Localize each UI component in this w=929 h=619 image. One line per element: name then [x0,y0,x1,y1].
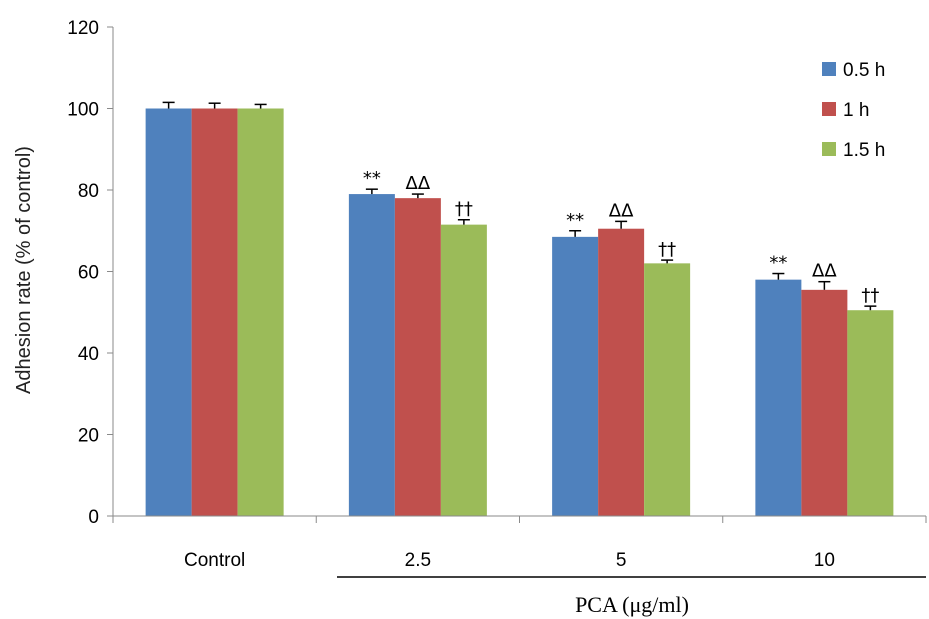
y-tick-label: 0 [88,507,99,528]
bar [394,198,441,516]
bar [552,236,599,517]
x-axis-label: PCA (μg/ml) [575,592,689,617]
legend-label: 1.5 h [843,140,885,161]
legend-label: 0.5 h [843,60,885,81]
bar [145,108,192,516]
x-axis-ticks: Control 2.5 5 10 [112,516,927,571]
y-tick-label: 100 [67,100,99,121]
x-tick-label: 2.5 [405,550,431,571]
legend-swatch [822,142,836,156]
significance-label: †† [861,285,879,306]
bars [145,108,894,517]
bar [598,228,645,516]
significance-label: ** [363,168,381,189]
significance-label: ΔΔ [406,173,431,194]
y-tick-label: 40 [78,344,99,365]
significance-label: ΔΔ [609,200,634,221]
bar [191,108,238,516]
significance-label: ΔΔ [812,261,837,282]
x-tick-label: Control [184,550,245,571]
bar [348,194,395,516]
significance-label: ** [769,253,787,274]
x-tick-label: 5 [616,550,627,571]
bar [847,310,894,516]
legend-label: 1 h [843,100,869,121]
y-axis-ticks: 0 20 40 60 80 100 120 [67,18,113,528]
legend-swatch [822,62,836,76]
significance-label: †† [658,239,676,260]
bar [644,263,691,516]
bar [237,108,284,516]
legend: 0.5 h 1 h 1.5 h [822,60,885,161]
y-tick-label: 120 [67,18,99,39]
y-tick-label: 60 [78,263,99,284]
y-axis-label: Adhesion rate (% of control) [13,146,35,394]
bar [801,289,848,516]
bar [755,279,802,516]
x-tick-label: 10 [814,550,835,571]
significance-label: ** [566,210,584,231]
y-tick-label: 20 [78,426,99,447]
y-tick-label: 80 [78,181,99,202]
significance-annotations: ** ΔΔ †† ** ΔΔ †† ** ΔΔ †† [363,168,880,306]
bar [440,224,487,516]
legend-swatch [822,102,836,116]
significance-label: †† [455,199,473,220]
error-bars [162,101,877,311]
